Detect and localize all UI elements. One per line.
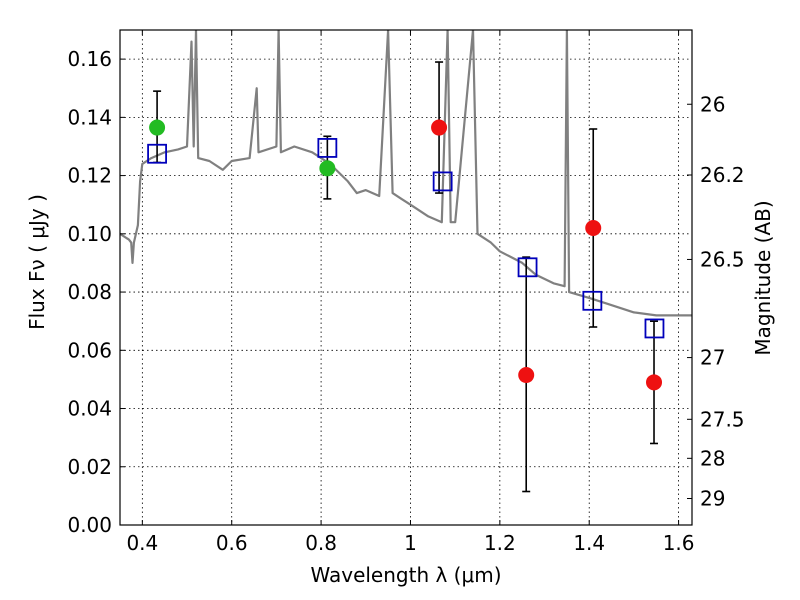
x-tick-label: 0.8 bbox=[305, 531, 337, 555]
y-axis-title: Flux Fν ( μJy ) bbox=[25, 194, 49, 330]
model-square-point bbox=[317, 138, 338, 158]
model-spectrum-line bbox=[120, 30, 692, 317]
right-tick-label: 27 bbox=[700, 346, 725, 370]
y-tick-label: 0.16 bbox=[67, 47, 112, 71]
y-tick-label: 0.10 bbox=[67, 222, 112, 246]
x-tick-label: 1 bbox=[404, 531, 417, 555]
x-tick-label: 1.2 bbox=[484, 531, 516, 555]
y-tick-label: 0.04 bbox=[67, 397, 112, 421]
red-data-point bbox=[518, 367, 535, 384]
green-data-point bbox=[319, 160, 336, 177]
green-data-point bbox=[149, 119, 166, 136]
x-axis-title: Wavelength λ (μm) bbox=[310, 563, 501, 587]
right-axis-title: Magnitude (AB) bbox=[751, 200, 775, 355]
plot-frame bbox=[119, 29, 693, 526]
red-data-point bbox=[431, 119, 448, 136]
model-square-point bbox=[432, 171, 453, 192]
right-tick-label: 26 bbox=[700, 92, 725, 116]
grid-layer bbox=[120, 30, 692, 526]
y-tick-label: 0.08 bbox=[67, 280, 112, 304]
plot-area bbox=[120, 30, 692, 493]
model-square-point bbox=[147, 143, 167, 164]
ticks-layer: 0.4 0.6 0.8 1 1.2 1.4 1.6 0.00 0.02 0.04 0.06 0.08 0… bbox=[67, 30, 745, 555]
model-square-point bbox=[517, 257, 538, 278]
right-tick-label: 29 bbox=[700, 487, 725, 511]
y-tick-label: 0.14 bbox=[67, 105, 112, 129]
y-tick-label: 0.12 bbox=[67, 164, 112, 188]
x-tick-label: 1.6 bbox=[663, 531, 695, 555]
red-data-point bbox=[585, 220, 602, 236]
red-data-point bbox=[646, 374, 663, 391]
y-tick-label: 0.02 bbox=[67, 455, 112, 479]
y-tick-label: 0.00 bbox=[67, 513, 112, 537]
model-square-point bbox=[644, 318, 665, 339]
y-tick-label: 0.06 bbox=[67, 338, 112, 362]
right-tick-label: 27.5 bbox=[700, 407, 745, 431]
right-tick-label: 26.2 bbox=[700, 163, 745, 187]
x-tick-label: 0.6 bbox=[216, 531, 248, 555]
right-tick-label: 26.5 bbox=[700, 247, 745, 271]
x-tick-label: 0.4 bbox=[126, 531, 158, 555]
right-tick-label: 28 bbox=[700, 446, 725, 470]
model-square-point bbox=[582, 290, 603, 311]
x-tick-label: 1.4 bbox=[573, 531, 605, 555]
